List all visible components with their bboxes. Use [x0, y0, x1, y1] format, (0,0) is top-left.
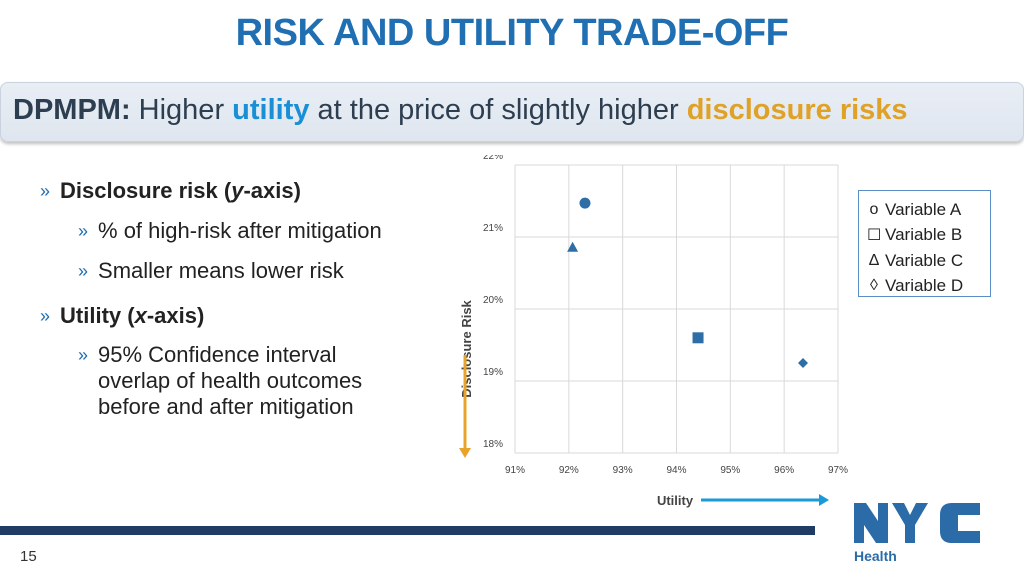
- nyc-health-logo: Health: [852, 501, 984, 568]
- bullet-high-risk: » % of high-risk after mitigation: [78, 218, 382, 244]
- point-variable-c: [567, 241, 579, 252]
- bullet-var: y: [231, 178, 244, 203]
- x-tick-label: 96%: [774, 465, 794, 476]
- x-tick-label: 97%: [828, 465, 848, 476]
- y-tick-label: 20%: [483, 295, 503, 306]
- slide-title: RISK AND UTILITY TRADE-OFF: [235, 12, 789, 54]
- chart-legend: o Variable A ☐ Variable B ∆ Variable C ◊ Var…: [858, 190, 991, 297]
- bullet-disclosure-risk: » Disclosure risk (y-axis): [40, 178, 301, 204]
- headline-utility: utility: [232, 94, 310, 126]
- headline-text-1: Higher: [130, 94, 233, 126]
- bullet-text: before and after mitigation: [98, 394, 354, 419]
- x-axis-label: Utility: [657, 493, 694, 508]
- chevron-icon: »: [40, 306, 51, 326]
- circle-icon: o: [869, 200, 879, 218]
- headline-text: DPMPM: Higher utility at the price of sl…: [13, 94, 908, 127]
- footer-bar: [0, 526, 815, 535]
- chevron-icon: »: [78, 221, 89, 241]
- headline-prefix: DPMPM:: [13, 94, 131, 126]
- triangle-icon: ∆: [869, 251, 879, 269]
- headline-text-2: at the price of slightly higher: [309, 94, 687, 126]
- y-tick-label: 19%: [483, 367, 503, 378]
- x-tick-label: 94%: [666, 465, 686, 476]
- x-tick-label: 93%: [613, 465, 633, 476]
- y-tick-label: 22%: [483, 155, 503, 162]
- diamond-icon: ◊: [870, 277, 878, 295]
- legend-item: o Variable A: [867, 197, 982, 223]
- logo-subtext: Health: [854, 548, 897, 563]
- y-axis-arrow-head: [459, 448, 471, 458]
- y-tick-label: 21%: [483, 223, 503, 234]
- chevron-icon: »: [78, 345, 89, 365]
- legend-label: Variable B: [885, 225, 963, 245]
- x-axis-arrow-head: [819, 494, 829, 506]
- scatter-chart: 91% 92% 93% 94% 95% 96% 97% 18% 19% 20% 21% 22% Disc…: [455, 151, 855, 525]
- bullet-utility: » Utility (x-axis): [40, 303, 204, 329]
- page-number: 15: [20, 548, 37, 565]
- chart-svg: 91% 92% 93% 94% 95% 96% 97% 18% 19% 20% 21% 22% Disc…: [459, 151, 848, 508]
- point-variable-b: [692, 332, 704, 344]
- legend-label: Variable D: [885, 276, 964, 296]
- chevron-icon: »: [78, 261, 89, 281]
- legend-item: ∆ Variable C: [867, 248, 982, 274]
- bullet-var: x: [134, 303, 147, 328]
- x-tick-label: 92%: [559, 465, 579, 476]
- x-tick-label: 95%: [720, 465, 740, 476]
- bullet-text: % of high-risk after mitigation: [98, 218, 382, 243]
- legend-label: Variable C: [885, 250, 964, 270]
- legend-item: ☐ Variable B: [867, 223, 982, 249]
- bullet-text: -axis): [243, 178, 301, 203]
- point-variable-d: [798, 358, 809, 368]
- bullet-text: Smaller means lower risk: [98, 258, 344, 283]
- legend-label: Variable A: [885, 199, 962, 219]
- bullet-text: overlap of health outcomes: [98, 368, 363, 393]
- point-variable-a: [579, 197, 591, 209]
- nyc-logo-icon: Health: [854, 503, 980, 564]
- bullet-text: 95% Confidence interval: [98, 342, 337, 367]
- chevron-icon: »: [40, 181, 51, 201]
- bullet-text: -axis): [146, 303, 205, 328]
- bullet-text: Utility (: [60, 303, 135, 328]
- headline-disclosure-risks: disclosure risks: [686, 94, 908, 126]
- y-tick-label: 18%: [483, 439, 503, 450]
- bullet-smaller-lower: » Smaller means lower risk: [78, 258, 344, 284]
- legend-item: ◊ Variable D: [867, 274, 982, 300]
- square-icon: ☐: [867, 227, 882, 245]
- bullet-confidence: » 95% Confidence interval overlap of hea…: [78, 342, 362, 420]
- bullet-text: Disclosure risk (: [60, 178, 232, 203]
- y-axis-label: Disclosure Risk: [459, 299, 474, 397]
- x-tick-label: 91%: [505, 465, 525, 476]
- headline-banner: DPMPM: Higher utility at the price of sl…: [0, 82, 1024, 142]
